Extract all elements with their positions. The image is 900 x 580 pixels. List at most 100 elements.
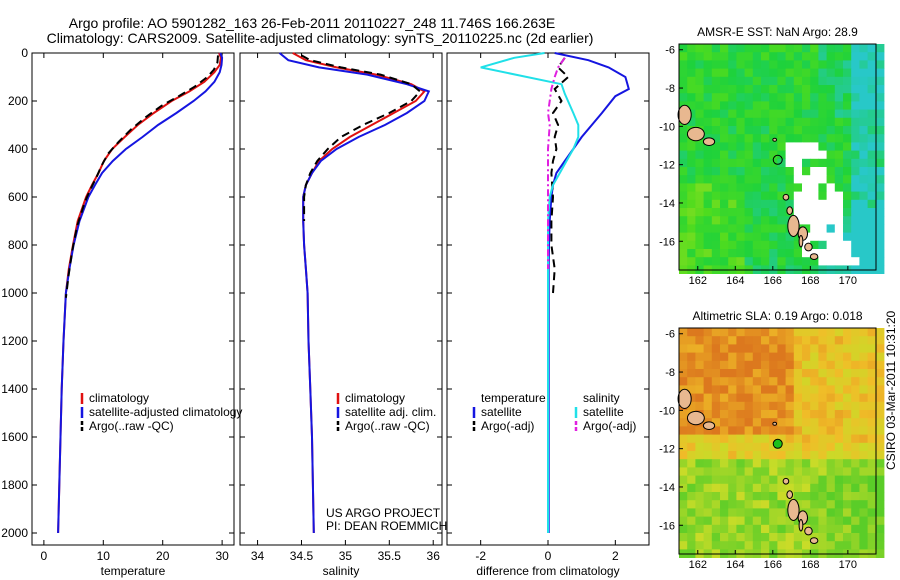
heatmap-cell (785, 44, 795, 53)
heatmap-cell (695, 191, 704, 201)
heatmap-cell (834, 167, 844, 176)
sst-map: 162 164 166 168 170 -6 -8 -10 -12 -14 -16 AMSR-E SS… (659, 25, 885, 287)
y-tick-label: -14 (659, 198, 675, 210)
heatmap-cell (695, 44, 704, 53)
heatmap-cell (769, 158, 778, 168)
heatmap-cell (875, 175, 885, 184)
heatmap-cell (867, 426, 877, 435)
heatmap-cell (769, 328, 778, 337)
heatmap-cell (875, 352, 885, 362)
heatmap-cell (826, 451, 836, 460)
heatmap-cell (859, 336, 868, 345)
heatmap-cell (703, 175, 713, 184)
heatmap-cell (785, 475, 795, 485)
heatmap-cell (695, 459, 704, 468)
float-position-marker (772, 438, 783, 449)
heatmap-cell (818, 426, 827, 435)
heatmap-cell (777, 500, 786, 509)
island-shape (782, 193, 790, 201)
heatmap-cell (834, 101, 844, 110)
heatmap-cell (744, 524, 754, 534)
x-axis-label: temperature (101, 564, 166, 578)
heatmap-cell (720, 183, 729, 192)
heatmap-cell (802, 216, 811, 225)
heatmap-cell (777, 524, 786, 534)
island-shape (798, 235, 804, 248)
heatmap-cell (769, 216, 778, 225)
heatmap-cell (810, 475, 819, 485)
heatmap-cell (834, 352, 844, 362)
heatmap-cell (736, 60, 745, 69)
heatmap-cell (752, 492, 762, 501)
heatmap-cell (777, 158, 786, 168)
heatmap-cell (818, 76, 827, 86)
heatmap-cell (875, 109, 885, 119)
heatmap-cell (834, 336, 844, 345)
legend-label: Argo(..raw -QC) (345, 419, 430, 433)
heatmap-cell (711, 328, 721, 337)
heatmap-cell (826, 183, 836, 192)
heatmap-cell (843, 426, 852, 435)
heatmap-cell (834, 401, 844, 411)
heatmap-cell (703, 109, 713, 119)
heatmap-cell (695, 240, 704, 250)
heatmap-cell (777, 426, 786, 435)
heatmap-cell (867, 109, 877, 119)
heatmap-cell (851, 175, 860, 184)
heatmap-cell (867, 418, 877, 427)
heatmap-cell (777, 208, 786, 217)
heatmap-cell (826, 93, 836, 102)
heatmap-cell (761, 134, 770, 143)
island-shape (782, 477, 790, 485)
heatmap-cell (728, 76, 737, 86)
heatmap-cell (802, 393, 811, 403)
heatmap-cell (703, 516, 713, 526)
heatmap-cell (785, 167, 795, 176)
heatmap-cell (687, 442, 696, 452)
heatmap-cell (875, 459, 885, 468)
heatmap-cell (744, 167, 754, 176)
heatmap-cell (802, 434, 811, 444)
heatmap-cell (744, 401, 754, 411)
heatmap-cell (875, 134, 885, 143)
figure-title-line2: Climatology: CARS2009. Satellite-adjuste… (46, 30, 594, 46)
heatmap-cell (875, 344, 885, 353)
heatmap-cell (720, 44, 729, 53)
heatmap-cell (752, 183, 762, 192)
heatmap-cell (687, 500, 696, 509)
difference-legend: temperature salinitysatelliteArgo(-adj)sa… (472, 391, 636, 433)
heatmap-cell (834, 442, 844, 452)
heatmap-cell (761, 508, 770, 517)
heatmap-cell (851, 467, 860, 476)
heatmap-cell (711, 60, 721, 69)
heatmap-cell (875, 126, 885, 135)
heatmap-cell (769, 208, 778, 217)
heatmap-cell (859, 533, 868, 542)
heatmap-cell (810, 344, 819, 353)
heatmap-cell (859, 401, 868, 411)
heatmap-cell (843, 344, 852, 353)
heatmap-cell (752, 240, 762, 250)
heatmap-cell (834, 500, 844, 509)
heatmap-cell (777, 52, 786, 61)
heatmap-cell (843, 117, 852, 127)
heatmap-cell (752, 126, 762, 135)
map-frame (678, 43, 877, 271)
heatmap-cell (785, 158, 795, 168)
y-tick-label: 1800 (1, 478, 28, 492)
heatmap-cell (679, 369, 688, 378)
heatmap-cell (810, 377, 819, 386)
heatmap-cell (867, 533, 877, 542)
heatmap-cell (843, 199, 852, 209)
heatmap-cell (802, 410, 811, 419)
heatmap-cell (785, 401, 795, 411)
heatmap-cell (793, 442, 803, 452)
heatmap-cell (687, 492, 696, 501)
heatmap-cell (851, 167, 860, 176)
heatmap-cell (769, 240, 778, 250)
heatmap-cell (826, 516, 836, 526)
heatmap-cell (769, 377, 778, 386)
heatmap-cell (843, 52, 852, 61)
